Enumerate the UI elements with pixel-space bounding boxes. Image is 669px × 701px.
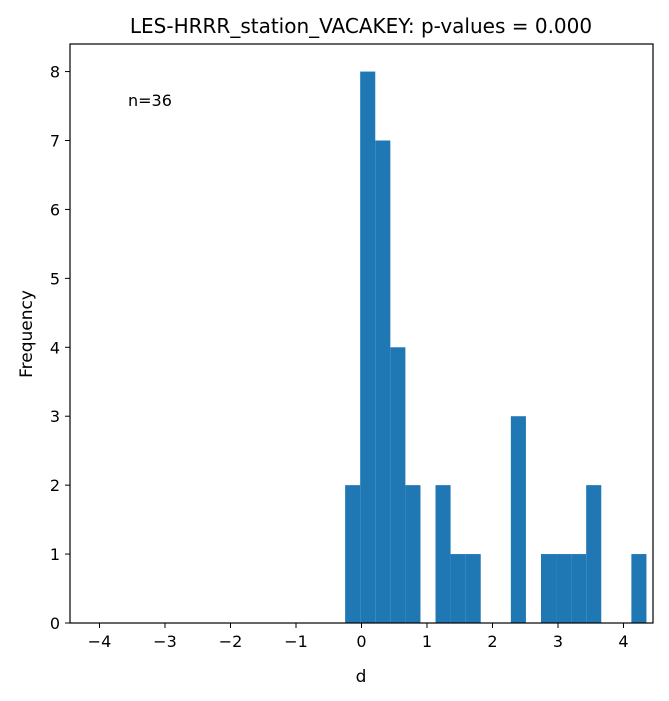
x-tick-label: 1 (422, 632, 432, 651)
chart-title: LES-HRRR_station_VACAKEY: p-values = 0.0… (130, 14, 592, 38)
histogram-bar-12 (586, 485, 602, 623)
histogram-bar-2 (375, 140, 391, 623)
x-ticks: −4 −3 −2 −1 0 1 2 3 4 (88, 623, 629, 651)
x-tick-label: −3 (153, 632, 177, 651)
y-axis-label: Frequency (17, 290, 37, 378)
y-tick-label: 6 (50, 200, 60, 219)
y-tick-label: 5 (50, 269, 60, 288)
x-tick-label: 2 (487, 632, 497, 651)
x-tick-label: 0 (356, 632, 366, 651)
y-tick-label: 8 (50, 63, 60, 82)
histogram-bar-5 (435, 485, 451, 623)
histogram-bar-6 (450, 554, 466, 623)
x-tick-label: −4 (88, 632, 112, 651)
x-tick-label: −2 (219, 632, 243, 651)
histogram-bar-7 (465, 554, 481, 623)
y-tick-label: 0 (50, 614, 60, 633)
n-annotation: n=36 (128, 91, 172, 110)
histogram-bar-3 (390, 347, 406, 623)
y-tick-label: 3 (50, 407, 60, 426)
histogram-bar-13 (631, 554, 647, 623)
x-axis-label: d (356, 667, 367, 687)
histogram-bar-0 (345, 485, 361, 623)
y-tick-label: 7 (50, 132, 60, 151)
plot-frame (69, 43, 654, 624)
histogram-bar-4 (405, 485, 421, 623)
histogram-bar-11 (571, 554, 587, 623)
x-tick-label: 3 (553, 632, 563, 651)
y-tick-label: 1 (50, 545, 60, 564)
bars-group (345, 71, 647, 624)
y-tick-label: 4 (50, 338, 60, 357)
histogram-bar-1 (360, 71, 376, 624)
y-ticks: 0 1 2 3 4 5 6 7 8 (50, 63, 70, 633)
x-tick-label: −1 (284, 632, 308, 651)
histogram-bar-9 (540, 554, 557, 623)
histogram-bar-8 (510, 416, 526, 623)
histogram-bar-10 (556, 554, 572, 623)
x-tick-label: 4 (618, 632, 628, 651)
y-tick-label: 2 (50, 476, 60, 495)
